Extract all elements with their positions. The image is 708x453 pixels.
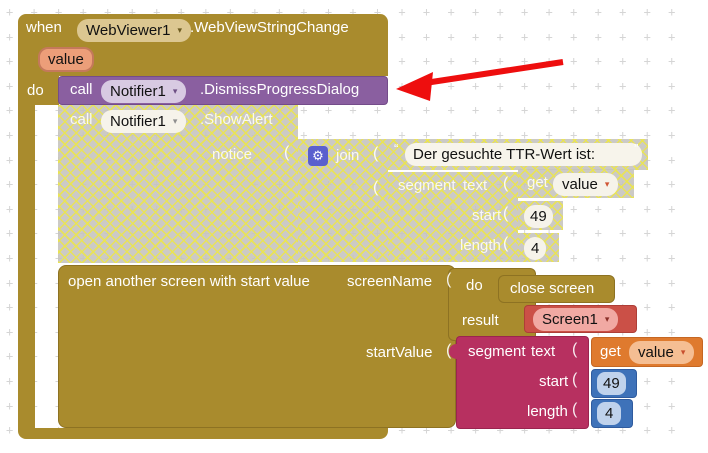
mutator-gear-icon[interactable]: ⚙	[308, 146, 328, 166]
open-quote-icon: “	[394, 141, 399, 156]
get-label: get	[600, 343, 621, 360]
get-label: get	[527, 174, 548, 191]
start-label: start	[472, 207, 502, 224]
number-4-field[interactable]: 4	[597, 402, 622, 425]
when-label: when	[26, 19, 62, 36]
event-name-label: .WebViewStringChange	[190, 19, 349, 36]
text-label: text	[463, 177, 488, 194]
close-quote-icon: ”	[634, 141, 639, 156]
segment-label: segment	[398, 177, 456, 194]
number-49-field[interactable]: 49	[597, 372, 626, 395]
variable-dropdown-value[interactable]: value ▾	[629, 341, 695, 364]
text-label: text	[531, 343, 556, 360]
value-socket: (	[572, 371, 578, 388]
startvalue-param-label: startValue	[366, 344, 433, 361]
value-socket: (	[373, 145, 379, 162]
value-socket: (	[572, 401, 578, 418]
segment-plug	[449, 344, 457, 359]
value-socket: (	[503, 175, 509, 192]
value-socket: (	[572, 341, 578, 358]
length-label: length	[527, 403, 568, 420]
dropdown-arrow-icon: ▾	[177, 25, 183, 35]
showalert-method-label: .ShowAlert	[200, 111, 273, 128]
number-49-field[interactable]: 49	[524, 205, 553, 228]
event-block-bottom	[18, 428, 388, 439]
component-dropdown-notifier1-disabled[interactable]: Notifier1 ▾	[101, 110, 187, 133]
do-label: do	[466, 277, 483, 294]
open-screen-label: open another screen with start value	[68, 273, 310, 290]
component-dropdown-webviewer[interactable]: WebViewer1 ▾	[77, 19, 192, 42]
event-block-spine	[18, 105, 35, 428]
dropdown-arrow-icon: ▾	[172, 86, 178, 96]
do-label: do	[27, 82, 44, 99]
dropdown-arrow-icon: ▾	[680, 347, 686, 357]
number-4-field[interactable]: 4	[524, 237, 547, 260]
segment-block[interactable]	[456, 336, 589, 429]
screen-dropdown-screen1[interactable]: Screen1 ▾	[533, 308, 619, 331]
segment-label: segment	[468, 343, 526, 360]
notice-param-label: notice	[212, 146, 253, 163]
value-socket: (	[503, 205, 509, 222]
dropdown-arrow-icon: ▾	[604, 314, 610, 324]
dismiss-method-label: .DismissProgressDialog	[200, 81, 360, 98]
call-label: call	[70, 111, 93, 128]
open-another-screen-block[interactable]	[58, 265, 456, 428]
result-label: result	[462, 312, 499, 329]
event-block-do-row[interactable]	[18, 76, 59, 105]
start-label: start	[539, 373, 569, 390]
value-socket: (	[446, 271, 452, 288]
close-screen-label: close screen	[510, 280, 595, 297]
call-label: call	[70, 81, 93, 98]
value-socket: (	[503, 235, 509, 252]
join-label: join	[336, 147, 360, 164]
string-text-field[interactable]: Der gesuchte TTR-Wert ist:	[405, 143, 642, 166]
value-socket: (	[284, 144, 290, 161]
value-socket: (	[373, 179, 379, 196]
screenname-param-label: screenName	[347, 273, 433, 290]
dropdown-arrow-icon: ▾	[172, 116, 178, 126]
close-screen-block[interactable]	[498, 275, 615, 303]
dropdown-arrow-icon: ▾	[604, 179, 610, 189]
segment-block-disabled[interactable]	[388, 172, 518, 262]
component-dropdown-notifier1[interactable]: Notifier1 ▾	[101, 80, 187, 103]
value-socket: (	[446, 342, 452, 359]
variable-dropdown-value-disabled[interactable]: value ▾	[553, 173, 619, 196]
event-param-value-chip[interactable]: value	[38, 47, 94, 72]
length-label: length	[460, 237, 501, 254]
